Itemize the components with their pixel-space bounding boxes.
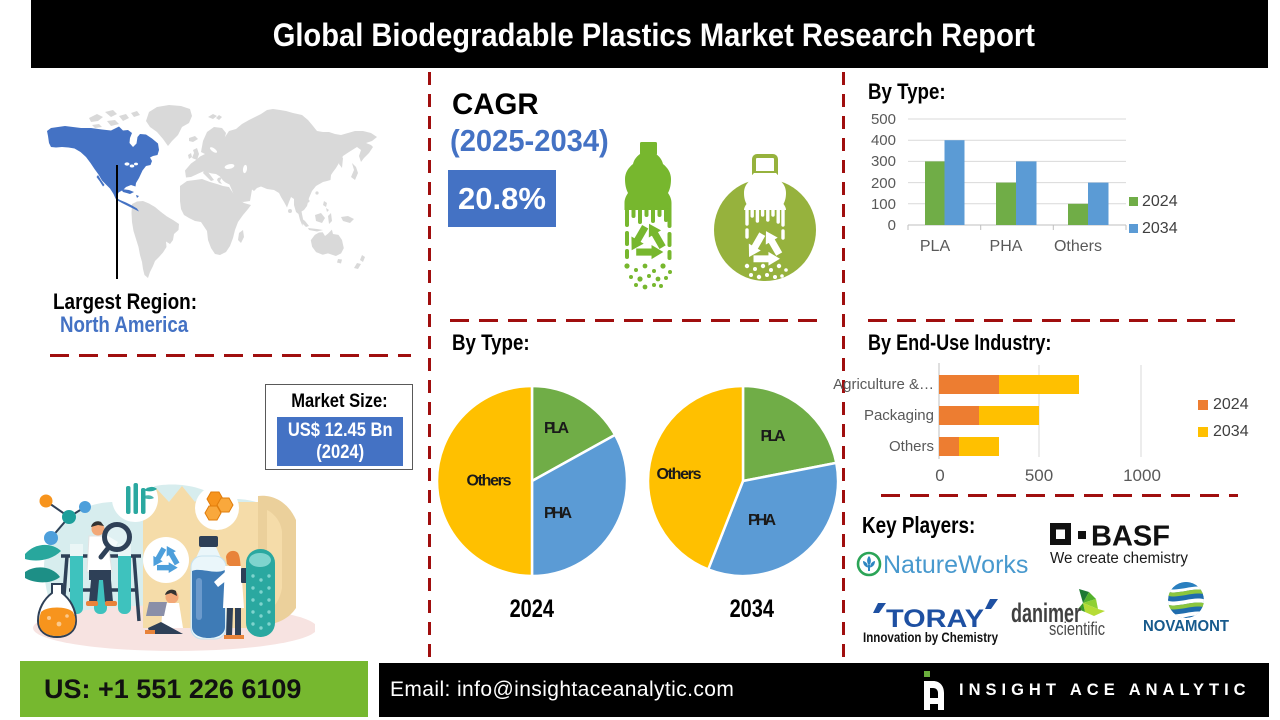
svg-text:0: 0 [888, 217, 896, 234]
svg-text:300: 300 [871, 153, 896, 170]
svg-text:Others: Others [889, 438, 934, 455]
svg-text:PLA: PLA [544, 420, 569, 437]
svg-text:1000: 1000 [1123, 466, 1161, 485]
svg-text:0: 0 [935, 466, 944, 485]
svg-text:Agriculture &…: Agriculture &… [833, 376, 934, 393]
svg-text:PLA: PLA [920, 238, 951, 255]
svg-text:2034: 2034 [1142, 220, 1178, 237]
svg-text:Innovation by Chemistry: Innovation by Chemistry [863, 629, 998, 645]
svg-text:danimer: danimer [1011, 598, 1081, 628]
svg-text:PHA: PHA [748, 512, 776, 529]
svg-text:scientific: scientific [1049, 619, 1105, 639]
svg-text:500: 500 [1025, 466, 1053, 485]
svg-text:400: 400 [871, 132, 896, 149]
svg-text:PHA: PHA [990, 238, 1023, 255]
svg-text:2024: 2024 [1142, 193, 1178, 210]
svg-text:PHA: PHA [544, 505, 572, 522]
svg-text:PLA: PLA [761, 428, 786, 445]
svg-text:We create chemistry: We create chemistry [1050, 550, 1188, 567]
svg-text:100: 100 [871, 196, 896, 213]
svg-text:TORAY: TORAY [886, 605, 984, 633]
svg-text:BASF: BASF [1091, 521, 1170, 553]
svg-text:Others: Others [657, 466, 702, 483]
svg-text:2024: 2024 [1213, 396, 1249, 413]
svg-text:2034: 2034 [1213, 423, 1249, 440]
svg-text:Others: Others [467, 473, 512, 490]
svg-text:Packaging: Packaging [864, 407, 934, 424]
svg-text:NOVAMONT: NOVAMONT [1143, 618, 1230, 635]
svg-text:500: 500 [871, 111, 896, 128]
svg-text:200: 200 [871, 175, 896, 192]
svg-text:Others: Others [1054, 238, 1102, 255]
svg-text:NatureWorks: NatureWorks [883, 551, 1028, 579]
